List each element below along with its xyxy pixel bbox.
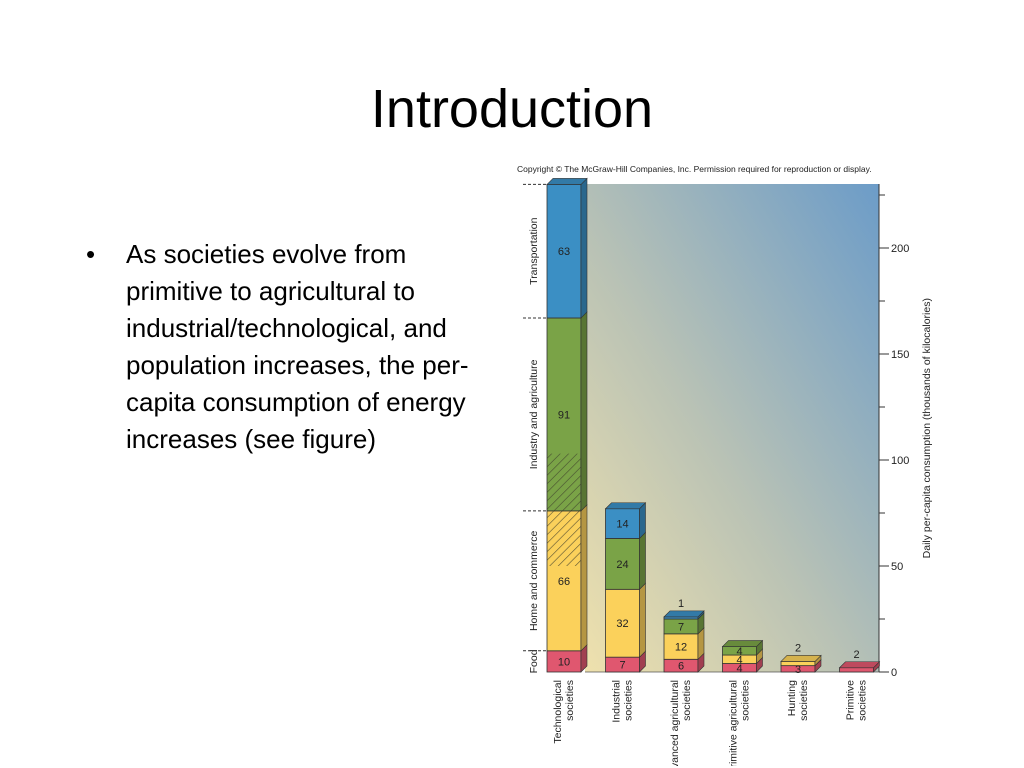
bar-value-label: 10 xyxy=(558,656,570,668)
bar-segment-home-and-commerce-side xyxy=(580,504,588,652)
bar-segment-home-and-commerce xyxy=(605,588,640,658)
bar-value-label: 4 xyxy=(736,646,742,658)
bar-value-label: 2 xyxy=(795,642,801,654)
legend-label: Transportation xyxy=(528,217,540,284)
bar-segment-transportation xyxy=(663,616,699,620)
bullet-text: As societies evolve from primitive to ag… xyxy=(126,239,469,454)
bar-segment-industry-and-agriculture-side xyxy=(639,531,646,591)
bar-segment-transportation-side xyxy=(580,177,588,319)
bar-value-label: 2 xyxy=(853,649,859,661)
x-tick-label-line1: Primitive agricultural xyxy=(728,680,740,766)
slide-title: Introduction xyxy=(370,79,654,139)
bar-value-label: 3 xyxy=(795,664,801,676)
bar-value-label: 12 xyxy=(675,642,687,654)
x-tick-label-line1: Primitive xyxy=(845,680,857,720)
x-tick-label-line2: societies xyxy=(623,680,635,721)
x-tick-label-line2: societies xyxy=(740,680,752,721)
bar-segment-industry-and-agriculture xyxy=(605,538,640,590)
bar-value-label: 4 xyxy=(736,654,742,666)
bar-top-cap xyxy=(546,178,588,185)
bar-top-cap xyxy=(838,661,881,669)
x-tick-label-line1: Industrial xyxy=(611,680,623,723)
bullet-symbol: • xyxy=(86,239,96,269)
y-tick-label: 0 xyxy=(891,667,897,679)
x-tick-label-line1: Advanced agricultural xyxy=(669,680,681,766)
bar-value-label: 91 xyxy=(558,409,570,421)
bar-segment-home-and-commerce xyxy=(663,633,699,660)
energy-consumption-chart: 0 50 100 150 200 Daily per-capita consumption… xyxy=(523,177,933,766)
y-tick-label: 100 xyxy=(891,455,909,467)
x-tick-label-line2: societies xyxy=(857,680,869,721)
bar-segment-food xyxy=(839,667,874,673)
x-tick-label-line2: societies xyxy=(564,680,576,721)
bar-value-label: 7 xyxy=(678,621,684,633)
hatched-region xyxy=(547,453,581,566)
bar-top-cap xyxy=(721,640,764,647)
bar-segment-home-and-commerce-side xyxy=(639,582,646,658)
legend: Food Home and commerce Industry and agricu… xyxy=(523,183,547,673)
bullet-item: • As societies evolve from primitive to … xyxy=(86,236,496,458)
legend-label: Industry and agriculture xyxy=(528,359,540,469)
bar-top-cap xyxy=(604,502,647,510)
bar-value-label: 4 xyxy=(736,663,742,675)
bar-value-label: 14 xyxy=(616,519,628,531)
y-axis-label: Daily per-capita consumption (thousands … xyxy=(921,298,933,558)
bullet-list: • As societies evolve from primitive to … xyxy=(86,236,496,458)
x-tick-label-line2: societies xyxy=(798,680,810,721)
bar-top-cap xyxy=(663,610,705,618)
bar-value-label: 24 xyxy=(616,559,628,571)
bar-value-label: 63 xyxy=(558,246,570,258)
copyright-notice: Copyright © The McGraw-Hill Companies, I… xyxy=(517,164,872,174)
bar-value-label: 6 xyxy=(678,661,684,673)
bar-value-label: 7 xyxy=(619,660,625,672)
y-tick-label: 50 xyxy=(891,561,903,573)
y-tick-label: 200 xyxy=(891,243,909,255)
bar-value-label: 66 xyxy=(558,576,570,588)
x-axis-labels: Technological societies Industrial societie… xyxy=(552,680,869,766)
bar-value-label: 32 xyxy=(616,618,628,630)
y-tick-label: 150 xyxy=(891,349,909,361)
x-tick-label-line1: Technological xyxy=(552,680,564,744)
legend-label: Home and commerce xyxy=(528,530,540,631)
x-tick-label-line1: Hunting xyxy=(786,680,798,716)
bar-top-cap xyxy=(780,655,822,662)
legend-label: Food xyxy=(528,649,540,673)
bar-value-label: 1 xyxy=(678,598,684,610)
bar-segment-transportation xyxy=(605,508,640,539)
x-tick-label-line2: societies xyxy=(681,680,693,721)
bar-segment-industry-and-agriculture-side xyxy=(580,311,588,512)
